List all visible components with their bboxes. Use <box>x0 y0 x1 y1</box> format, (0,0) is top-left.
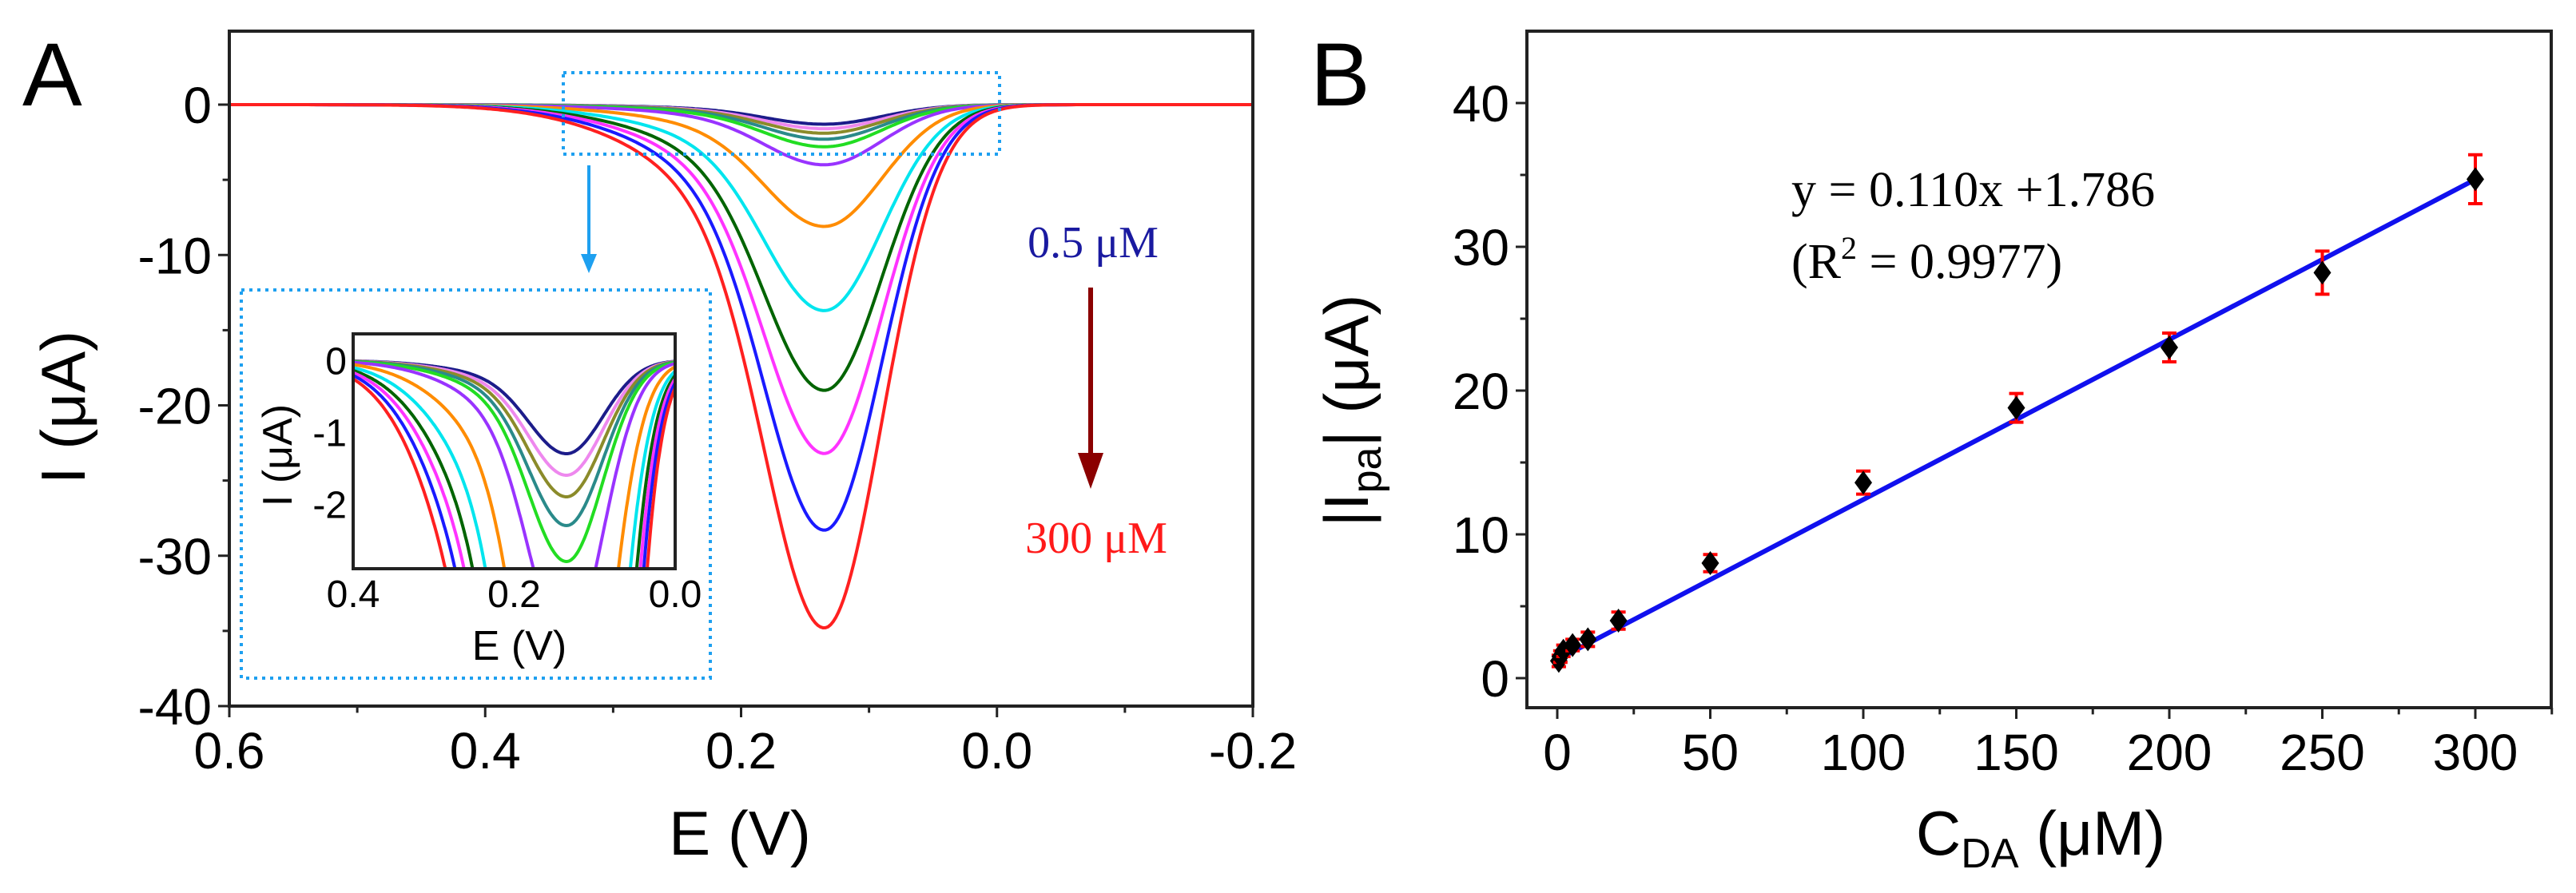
x-tick-label: 200 <box>2127 724 2212 781</box>
inset-curve-7 <box>353 366 675 569</box>
inset-curve-9 <box>353 371 675 569</box>
x-tick-label: 0.4 <box>450 722 521 780</box>
diamond-marker <box>2161 335 2178 359</box>
data-point <box>1564 633 1582 657</box>
panel-a: A 0.6 0.4 0.2 0.0 -0.20-10-20-30-40 E (V) I … <box>22 25 1297 868</box>
x-tick-label: 100 <box>1821 724 1906 781</box>
x-tick-label: 0.4 <box>327 574 380 616</box>
r2-post: = 0.9977) <box>1857 235 2062 289</box>
x-tick-label: -0.2 <box>1209 722 1297 780</box>
x-tick-label: 150 <box>1974 724 2059 781</box>
y-tick-label: 0 <box>325 340 347 383</box>
data-point <box>2313 249 2332 296</box>
x-tick-label: 0 <box>1543 724 1572 781</box>
diamond-marker <box>1564 633 1582 657</box>
y-tick-label: 0 <box>1481 650 1509 708</box>
xlabel-rest: (μM) <box>2019 798 2166 868</box>
r2-pre: (R <box>1791 235 1842 289</box>
y-tick-label: 0 <box>183 77 212 134</box>
increasing-concentration-arrow-icon <box>1078 288 1103 489</box>
xlabel-sub: DA <box>1961 831 2019 877</box>
panel-a-curve-7 <box>229 103 1253 312</box>
panel-b-plot-area <box>1549 153 2484 673</box>
y-tick-label: 10 <box>1453 506 1509 564</box>
inset-ylabel: I (μA) <box>255 404 301 506</box>
diamond-marker <box>2007 395 2025 420</box>
x-tick-label: 0.2 <box>706 722 777 780</box>
x-tick-label: 250 <box>2280 724 2365 781</box>
diamond-marker <box>1701 551 1719 575</box>
inset-curve-4 <box>353 359 675 564</box>
ylabel-pre: |I <box>1311 493 1381 526</box>
inset-curve-6 <box>353 363 675 569</box>
fit-equation: y = 0.110x +1.786 <box>1791 163 2155 217</box>
ylabel-sub: pa <box>1344 446 1390 493</box>
inset-curves <box>353 359 675 569</box>
x-tick-label: 0.6 <box>194 722 265 780</box>
panel-a-label: A <box>22 25 82 125</box>
zoom-region-box <box>562 71 1001 156</box>
x-tick-label: 0.2 <box>487 574 541 616</box>
y-tick-label: 30 <box>1453 219 1509 276</box>
inset-curve-11 <box>353 377 675 569</box>
data-point <box>1579 627 1597 652</box>
data-point <box>1701 551 1719 575</box>
panel-b-axes: 0 50 100 150 200 250 300 0 10 20 30 40 <box>1453 75 2554 781</box>
diamond-marker <box>1854 470 1872 495</box>
panel-a-curve-4 <box>229 103 1253 149</box>
panel-b-label: B <box>1310 25 1370 125</box>
inset-curve-10 <box>353 373 675 569</box>
r2-sup: 2 <box>1841 230 1857 266</box>
y-tick-label: 40 <box>1453 75 1509 133</box>
x-tick-label: 0.0 <box>961 722 1032 780</box>
inset-box <box>240 288 712 680</box>
data-point <box>2161 331 2178 363</box>
y-tick-label: -1 <box>312 412 347 454</box>
inset-plot: 0.4 0.2 0.0 0 -1 -2 E (V) I (μA) <box>255 332 702 669</box>
y-tick-label: -30 <box>138 528 213 585</box>
xlabel-main: C <box>1916 798 1961 868</box>
panel-a-xlabel: E (V) <box>669 798 811 868</box>
inset-frame <box>352 332 677 570</box>
high-concentration-label: 300 μM <box>1025 514 1167 563</box>
diamond-marker <box>1609 609 1628 633</box>
panel-a-axes: 0.6 0.4 0.2 0.0 -0.20-10-20-30-40 <box>138 77 1298 780</box>
y-tick-label: -20 <box>138 378 213 435</box>
inset-axes: 0.4 0.2 0.0 0 -1 -2 <box>312 340 702 616</box>
data-point <box>1854 469 1872 496</box>
panel-a-ylabel: I (μA) <box>28 331 98 484</box>
x-tick-label: 0.0 <box>649 574 702 616</box>
x-tick-label: 50 <box>1682 724 1739 781</box>
panel-a-curve-2 <box>229 103 1253 135</box>
y-tick-label: -10 <box>138 227 213 284</box>
y-tick-label: -2 <box>312 484 347 526</box>
zoom-arrow-icon <box>581 165 597 273</box>
panel-a-curve-11 <box>229 103 1253 630</box>
inset-curve-8 <box>353 368 675 569</box>
data-point <box>2467 153 2484 205</box>
diamond-marker <box>2313 260 2332 285</box>
diamond-marker <box>2467 167 2484 192</box>
inset-xlabel: E (V) <box>472 623 566 669</box>
data-point <box>1609 609 1628 633</box>
diamond-marker <box>1579 627 1597 652</box>
y-tick-label: -40 <box>138 678 213 736</box>
ylabel-post: | (μA) <box>1311 295 1381 447</box>
panel-b-ylabel: |Ipa| (μA) <box>1311 295 1390 527</box>
y-tick-label: 20 <box>1453 363 1509 420</box>
data-point <box>2007 391 2025 424</box>
low-concentration-label: 0.5 μM <box>1028 218 1159 268</box>
panel-b-frame <box>1525 30 2553 709</box>
panel-b: B 0 50 100 150 200 250 300 0 10 20 30 40 CDA (μM) |… <box>1310 25 2554 877</box>
x-tick-label: 300 <box>2433 724 2518 781</box>
fit-r-squared: (R2 = 0.9977) <box>1791 230 2062 289</box>
panel-a-curves <box>229 103 1253 630</box>
panel-b-xlabel: CDA (μM) <box>1916 798 2165 877</box>
